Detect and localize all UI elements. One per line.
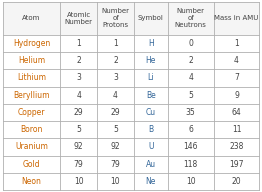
Text: 118: 118 bbox=[184, 160, 198, 169]
Text: Symbol: Symbol bbox=[138, 15, 164, 21]
Text: 10: 10 bbox=[186, 177, 195, 186]
Text: 4: 4 bbox=[188, 74, 193, 83]
Text: Au: Au bbox=[146, 160, 156, 169]
Text: 146: 146 bbox=[183, 142, 198, 151]
Bar bbox=[3, 2, 259, 35]
Text: Atomic
Number: Atomic Number bbox=[65, 12, 92, 25]
Text: Hydrogen: Hydrogen bbox=[13, 39, 50, 48]
Text: 92: 92 bbox=[111, 142, 120, 151]
Text: 64: 64 bbox=[232, 108, 241, 117]
Text: Gold: Gold bbox=[23, 160, 40, 169]
Text: 79: 79 bbox=[74, 160, 84, 169]
Text: 2: 2 bbox=[188, 56, 193, 65]
Text: 4: 4 bbox=[76, 91, 81, 100]
Text: Uranium: Uranium bbox=[15, 142, 48, 151]
Text: 5: 5 bbox=[188, 91, 193, 100]
Text: 238: 238 bbox=[229, 142, 244, 151]
Text: B: B bbox=[148, 125, 154, 134]
Text: 1: 1 bbox=[234, 39, 239, 48]
Bar bbox=[3, 104, 259, 121]
Text: Helium: Helium bbox=[18, 56, 45, 65]
Text: 197: 197 bbox=[229, 160, 244, 169]
Text: 20: 20 bbox=[232, 177, 241, 186]
Text: 1: 1 bbox=[76, 39, 81, 48]
Text: Copper: Copper bbox=[18, 108, 45, 117]
Bar bbox=[3, 138, 259, 156]
Text: Number
of
Protons: Number of Protons bbox=[101, 8, 129, 28]
Text: 79: 79 bbox=[111, 160, 120, 169]
Text: 5: 5 bbox=[113, 125, 118, 134]
Bar bbox=[3, 156, 259, 173]
Text: 92: 92 bbox=[74, 142, 83, 151]
Bar bbox=[3, 52, 259, 69]
Text: 4: 4 bbox=[234, 56, 239, 65]
Text: H: H bbox=[148, 39, 154, 48]
Text: Atom: Atom bbox=[22, 15, 41, 21]
Text: 29: 29 bbox=[74, 108, 83, 117]
Text: 10: 10 bbox=[74, 177, 83, 186]
Text: 2: 2 bbox=[76, 56, 81, 65]
Text: Neon: Neon bbox=[21, 177, 41, 186]
Text: 3: 3 bbox=[76, 74, 81, 83]
Text: U: U bbox=[148, 142, 154, 151]
Text: 10: 10 bbox=[111, 177, 120, 186]
Text: 11: 11 bbox=[232, 125, 241, 134]
Text: 35: 35 bbox=[186, 108, 196, 117]
Text: Boron: Boron bbox=[20, 125, 43, 134]
Bar bbox=[3, 87, 259, 104]
Text: 9: 9 bbox=[234, 91, 239, 100]
Text: Be: Be bbox=[146, 91, 156, 100]
Text: Li: Li bbox=[148, 74, 154, 83]
Text: Lithium: Lithium bbox=[17, 74, 46, 83]
Text: Cu: Cu bbox=[146, 108, 156, 117]
Text: 1: 1 bbox=[113, 39, 118, 48]
Text: 2: 2 bbox=[113, 56, 118, 65]
Text: Beryllium: Beryllium bbox=[13, 91, 50, 100]
Text: 0: 0 bbox=[188, 39, 193, 48]
Text: Number
of
Neutrons: Number of Neutrons bbox=[175, 8, 207, 28]
Bar bbox=[3, 35, 259, 52]
Bar bbox=[3, 69, 259, 87]
Text: Mass in AMU: Mass in AMU bbox=[214, 15, 259, 21]
Bar bbox=[3, 121, 259, 138]
Text: 29: 29 bbox=[111, 108, 120, 117]
Text: He: He bbox=[146, 56, 156, 65]
Text: 6: 6 bbox=[188, 125, 193, 134]
Bar bbox=[3, 173, 259, 190]
Text: 7: 7 bbox=[234, 74, 239, 83]
Text: Ne: Ne bbox=[146, 177, 156, 186]
Text: 3: 3 bbox=[113, 74, 118, 83]
Text: 4: 4 bbox=[113, 91, 118, 100]
Text: 5: 5 bbox=[76, 125, 81, 134]
